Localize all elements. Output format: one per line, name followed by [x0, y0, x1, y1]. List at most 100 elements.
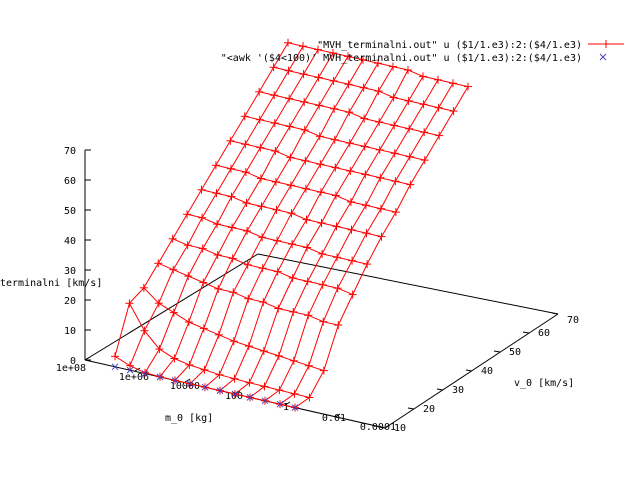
data-point-plus [241, 140, 250, 149]
data-point-plus [244, 342, 253, 351]
data-point-plus [154, 299, 163, 308]
data-point-plus [273, 267, 282, 276]
data-point-plus [168, 234, 177, 243]
data-point-plus [198, 244, 207, 253]
data-point-plus [214, 284, 223, 293]
z-ticks: 0 10 20 30 40 50 60 70 [64, 146, 91, 367]
data-point-plus [376, 173, 385, 182]
data-point-plus [434, 103, 443, 112]
data-point-plus [304, 311, 313, 320]
x-ticks: 1e+08 1e+06 10000 100 1 0.01 0.0001 [56, 356, 396, 433]
data-point-plus [317, 219, 326, 227]
data-point-plus [229, 337, 238, 346]
data-point-plus [344, 80, 353, 89]
data-point-plus [315, 101, 324, 110]
legend-marker-series-1 [602, 40, 610, 48]
data-point-plus [243, 260, 252, 269]
data-point-cross [216, 387, 224, 394]
data-point-plus [273, 236, 282, 245]
data-point-plus [260, 382, 269, 391]
data-point-plus [284, 38, 292, 47]
data-point-plus [272, 205, 281, 214]
y-tick: 50 [493, 347, 521, 358]
x-tick: 1 [283, 401, 291, 413]
data-point-plus [344, 52, 352, 61]
x-tick-label: 100 [225, 391, 243, 402]
z-tick: 60 [64, 176, 91, 187]
data-point-plus [406, 180, 415, 189]
data-point-plus [256, 174, 265, 183]
y-tick: 70 [551, 312, 579, 326]
x-tick: 0.0001 [360, 422, 396, 433]
data-point-plus [375, 118, 384, 126]
data-point-cross [201, 383, 209, 391]
data-point-plus [284, 66, 293, 75]
data-point-plus [434, 75, 442, 84]
data-point-plus [404, 96, 413, 105]
y-tick-label: 60 [538, 328, 550, 339]
data-point-plus [298, 42, 307, 51]
z-tick: 50 [64, 206, 91, 217]
data-point-plus [256, 143, 265, 152]
data-point-plus [319, 317, 328, 326]
data-point-cross [141, 370, 149, 377]
data-point-plus [289, 356, 298, 365]
data-point-plus [420, 128, 429, 137]
data-point-plus [330, 135, 339, 144]
data-point-plus [111, 352, 119, 361]
data-point-plus [334, 321, 343, 330]
z-tick-label: 20 [64, 296, 76, 307]
x-tick: 0.01 [322, 413, 346, 424]
surface-line-const-m0 [249, 76, 424, 398]
data-point-cross [126, 366, 134, 374]
data-point-plus [361, 201, 370, 210]
data-point-plus [435, 131, 444, 140]
data-point-plus [300, 125, 309, 134]
z-tick-label: 0 [70, 356, 76, 367]
x-tick-label: 1 [283, 402, 289, 413]
data-point-plus [258, 233, 267, 242]
data-point-cross [246, 394, 254, 401]
surface-line-const-m0 [114, 42, 289, 357]
data-point-plus [139, 283, 148, 292]
data-point-plus [269, 63, 278, 72]
surface-line-const-m0 [264, 79, 439, 402]
data-point-plus [200, 365, 209, 374]
data-point-plus [211, 161, 220, 170]
data-point-plus [374, 87, 383, 96]
data-point-cross [156, 373, 164, 381]
data-point-plus [449, 107, 458, 116]
data-point-plus [345, 108, 354, 117]
surface-mesh [114, 42, 469, 409]
data-point-plus [228, 254, 237, 263]
data-point-plus [288, 240, 297, 249]
data-point-plus [245, 378, 254, 387]
data-point-plus [271, 147, 280, 156]
data-point-plus [274, 304, 283, 313]
data-point-plus [405, 124, 414, 133]
data-point-plus [464, 82, 472, 91]
data-point-plus [290, 389, 299, 398]
data-point-plus [214, 330, 223, 339]
data-point-plus [302, 215, 311, 224]
y-tick: 20 [407, 404, 435, 415]
data-point-plus [274, 351, 283, 360]
z-tick: 40 [64, 236, 91, 247]
data-point-plus [154, 259, 163, 268]
data-point-plus [314, 45, 322, 54]
surface-line-const-v0 [158, 262, 339, 326]
data-point-plus [360, 142, 369, 151]
data-point-plus [301, 156, 310, 165]
data-point-plus [389, 93, 398, 102]
z-tick-label: 40 [64, 236, 76, 247]
x-tick-label: 0.01 [322, 413, 346, 424]
data-point-plus [299, 70, 308, 79]
surface-line-const-m0 [279, 82, 454, 405]
z-tick: 70 [64, 146, 91, 157]
x-tick: 1e+06 [119, 367, 149, 383]
data-point-plus [347, 225, 356, 234]
data-point-plus [333, 253, 342, 262]
z-tick-label: 70 [64, 146, 76, 157]
x-tick-label: 10000 [170, 381, 200, 392]
data-point-plus [359, 55, 368, 64]
